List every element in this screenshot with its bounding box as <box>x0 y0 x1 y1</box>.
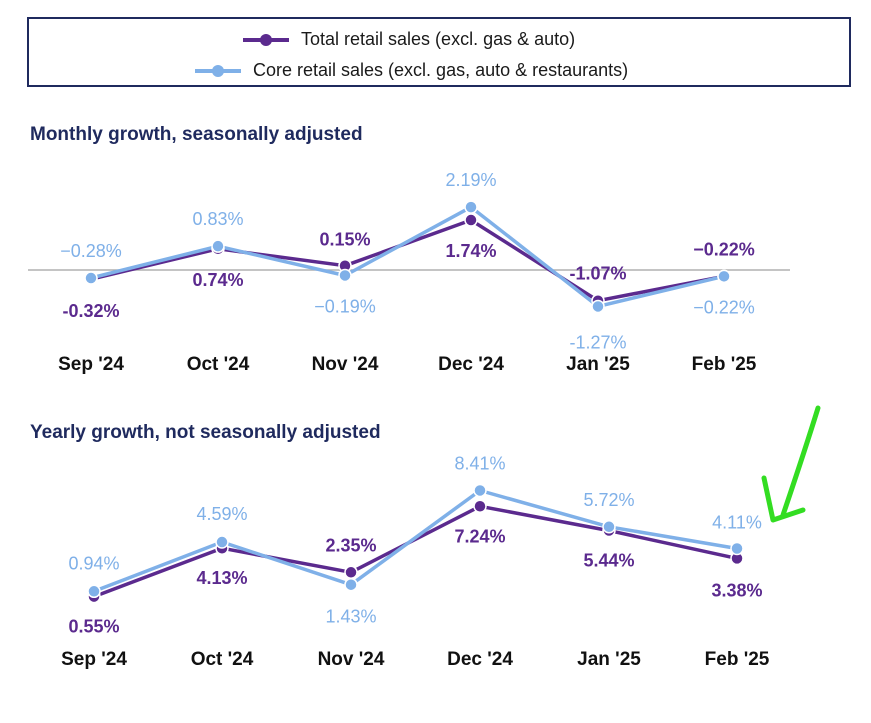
x-tick-label: Oct '24 <box>191 649 254 670</box>
data-label-total: 5.44% <box>583 551 634 571</box>
legend-label-core: Core retail sales (excl. gas, auto & res… <box>253 60 629 80</box>
data-label-core: 1.43% <box>325 607 376 627</box>
data-label-total: 0.15% <box>319 230 370 250</box>
data-point-core <box>344 577 358 592</box>
data-label-core: −0.28% <box>60 241 122 261</box>
data-label-total: 4.13% <box>196 568 247 588</box>
x-tick-label: Jan '25 <box>577 649 641 670</box>
data-label-core: 2.19% <box>445 170 496 190</box>
data-label-core: 4.59% <box>196 504 247 524</box>
x-tick-label: Jan '25 <box>566 354 630 375</box>
x-tick-label: Sep '24 <box>58 354 124 375</box>
data-point-core <box>464 200 478 214</box>
data-label-core: -1.27% <box>569 332 626 352</box>
data-label-total: 7.24% <box>454 526 505 546</box>
legend-item-total: Total retail sales (excl. gas & auto) <box>243 29 575 50</box>
chart-title-monthly: Monthly growth, seasonally adjusted <box>30 124 363 145</box>
data-label-core: 8.41% <box>454 453 505 473</box>
series-line-core <box>90 205 725 309</box>
legend-label-total: Total retail sales (excl. gas & auto) <box>301 29 576 49</box>
data-point-total <box>464 213 478 227</box>
x-tick-label: Dec '24 <box>438 354 504 375</box>
data-label-core: 0.94% <box>68 553 119 573</box>
data-label-total: 3.38% <box>711 580 762 600</box>
data-label-total: 0.74% <box>192 270 243 290</box>
data-label-total: 1.74% <box>445 241 496 261</box>
data-point-core <box>87 584 101 599</box>
data-label-core: −0.22% <box>693 297 755 317</box>
data-label-core: 4.11% <box>712 513 762 533</box>
data-label-total: −0.22% <box>693 239 755 259</box>
data-point-core <box>591 299 605 314</box>
data-label-core: 5.72% <box>583 490 634 510</box>
data-point-core <box>211 239 225 253</box>
data-label-core: 0.83% <box>192 209 243 229</box>
data-label-total: 2.35% <box>325 535 376 555</box>
x-tick-label: Feb '25 <box>692 354 757 375</box>
data-label-core: −0.19% <box>314 296 376 316</box>
x-tick-label: Nov '24 <box>312 354 379 375</box>
x-tick-label: Sep '24 <box>61 649 127 670</box>
legend-line-core <box>195 64 241 77</box>
legend: Total retail sales (excl. gas & auto) Co… <box>27 17 851 87</box>
data-point-core <box>730 541 744 556</box>
data-point-core <box>473 483 487 498</box>
data-point-core <box>338 268 352 283</box>
data-label-total: -1.07% <box>569 264 626 284</box>
legend-item-core: Core retail sales (excl. gas, auto & res… <box>195 60 628 81</box>
data-point-core <box>84 271 98 285</box>
series-line-core <box>93 488 738 593</box>
data-point-total <box>473 499 487 514</box>
x-tick-label: Oct '24 <box>187 354 250 375</box>
data-label-total: -0.32% <box>62 301 119 321</box>
chart-title-yearly: Yearly growth, not seasonally adjusted <box>30 422 381 443</box>
chart-monthly: -0.32% 0.74% 0.15% 1.74% -1.07% −0.22% −0.28% 0… <box>28 170 790 375</box>
chart-yearly: 0.55% 4.13% 2.35% 7.24% 5.44% 3.38% 0.94% 4.59%… <box>61 453 770 670</box>
legend-line-total <box>243 33 289 46</box>
data-point-core <box>215 535 229 549</box>
data-label-total: 0.55% <box>68 617 119 637</box>
x-tick-label: Dec '24 <box>447 649 513 670</box>
x-tick-label: Nov '24 <box>318 649 385 670</box>
x-tick-label: Feb '25 <box>705 649 770 670</box>
data-point-core <box>717 269 731 284</box>
data-point-core <box>602 520 616 534</box>
